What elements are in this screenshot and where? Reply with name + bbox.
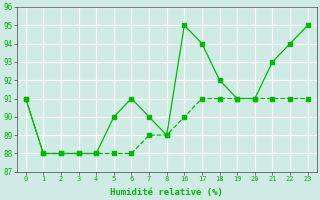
X-axis label: Humidité relative (%): Humidité relative (%) bbox=[110, 188, 223, 197]
